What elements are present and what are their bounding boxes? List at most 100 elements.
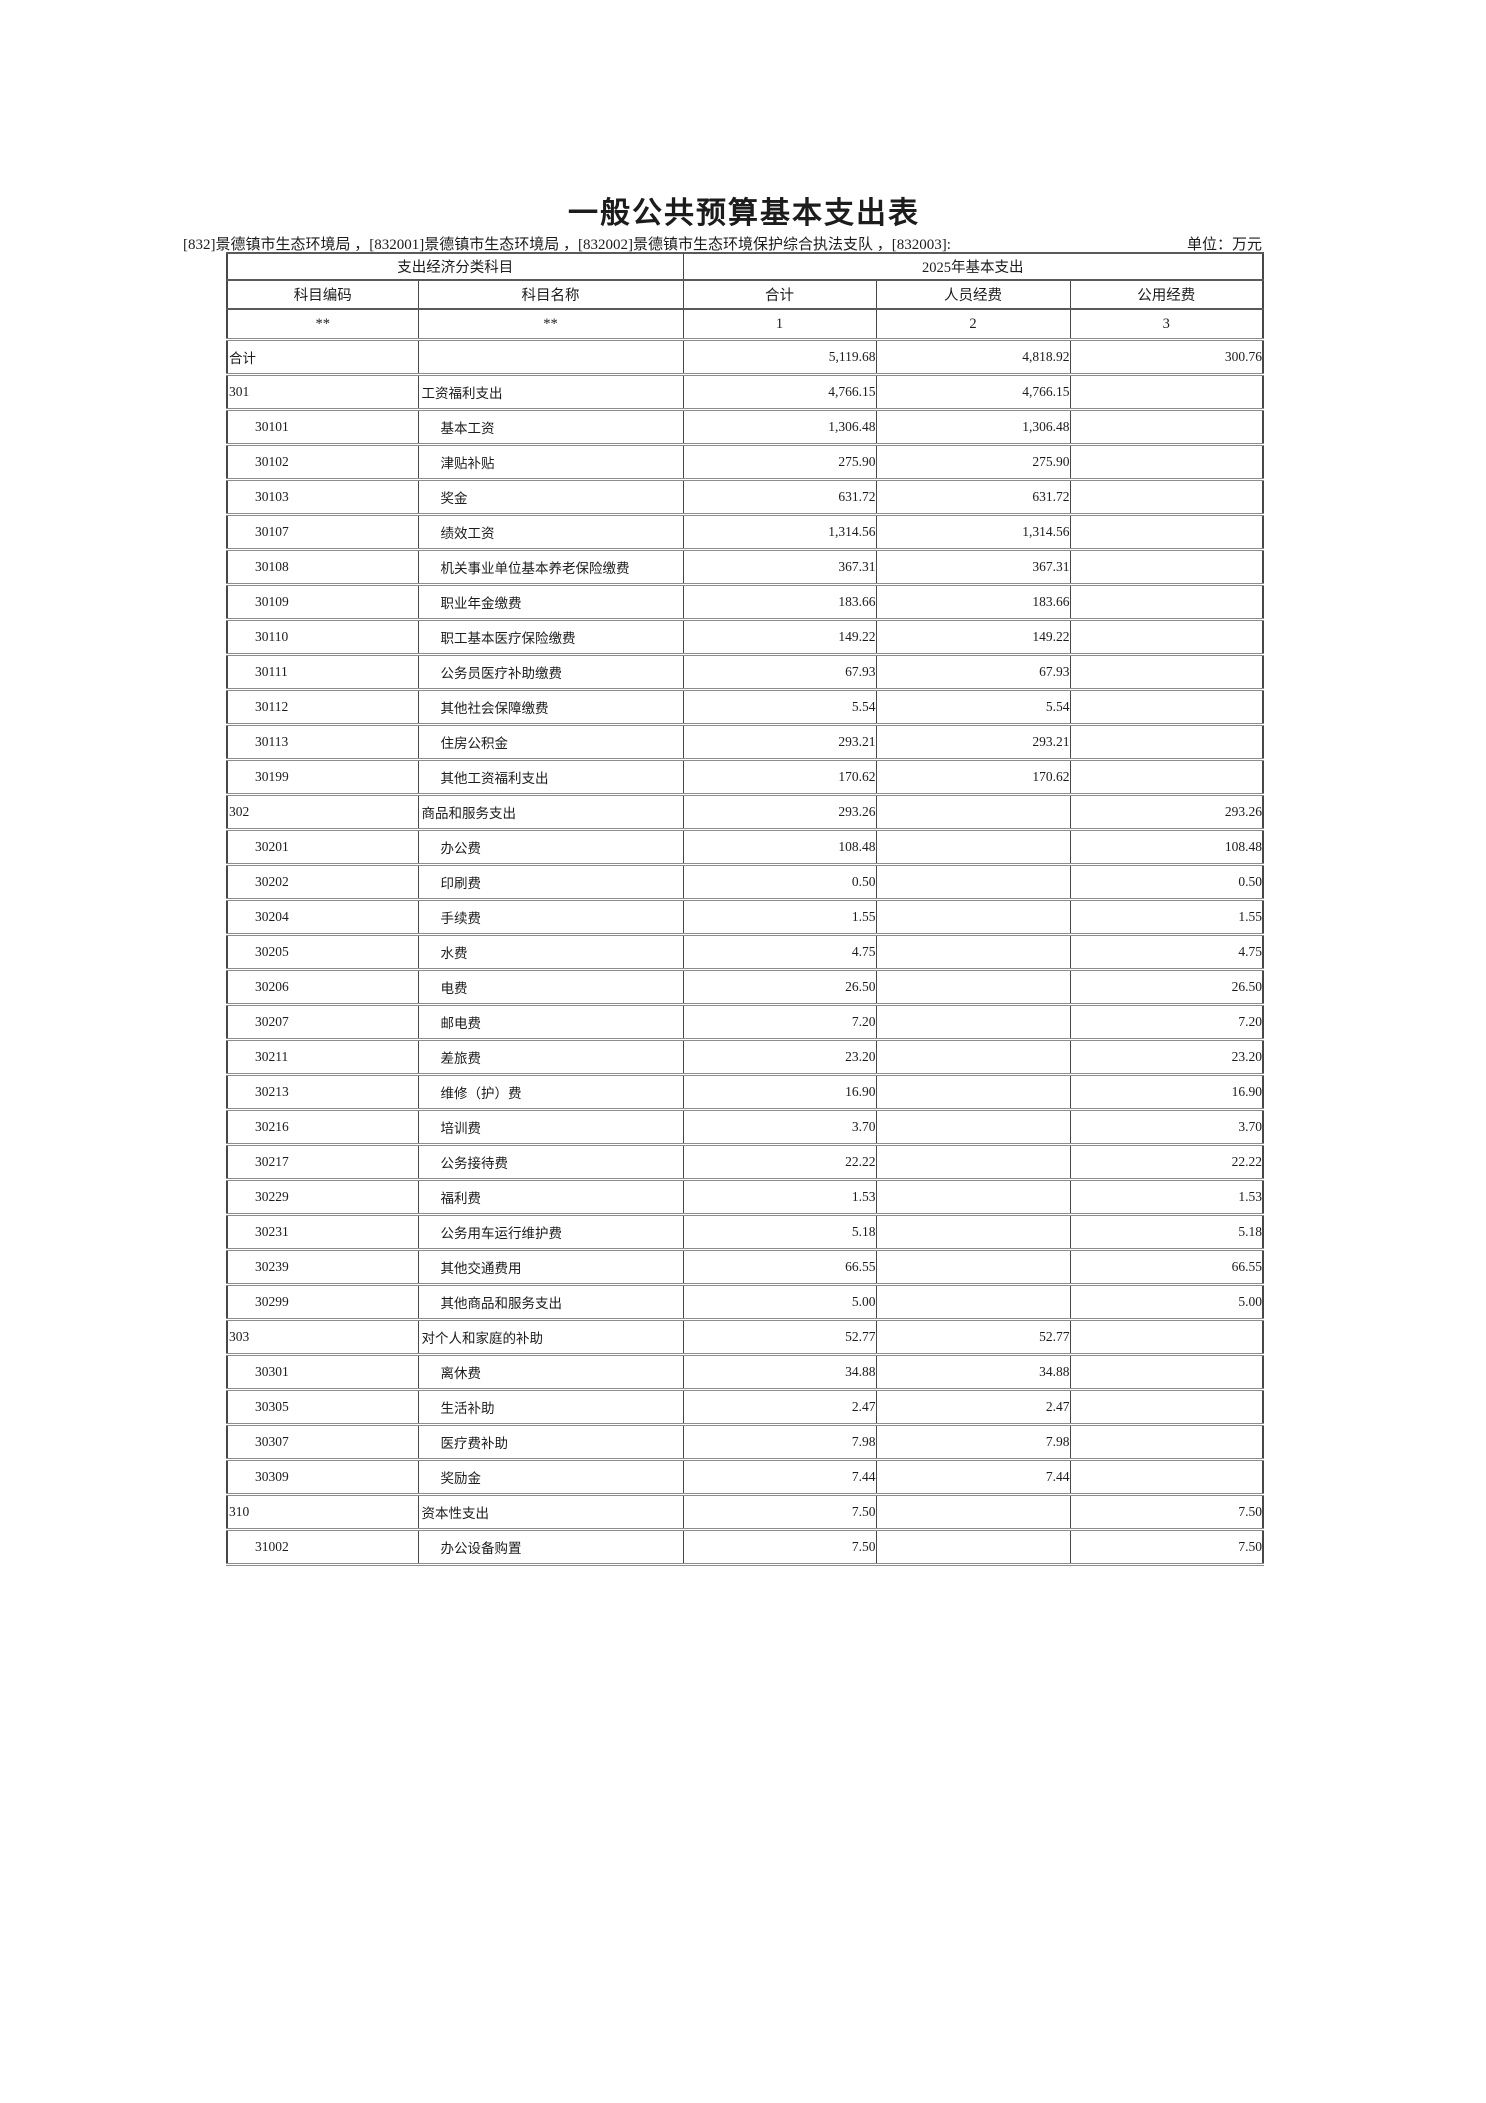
- table-row: 310 资本性支出 7.50 7.50: [226, 1493, 1264, 1531]
- table-row: 31002 办公设备购置 7.50 7.50: [226, 1528, 1264, 1566]
- personnel-value-cell: 67.93: [875, 653, 1071, 691]
- subject-name-cell: 其他商品和服务支出: [417, 1283, 684, 1321]
- col-header-name: 科目名称: [417, 279, 684, 310]
- total-value-cell: 23.20: [682, 1038, 877, 1076]
- personnel-value-cell: 1,314.56: [875, 513, 1071, 551]
- subject-code-cell: 30305: [226, 1388, 419, 1426]
- subject-name-cell: 生活补助: [417, 1388, 684, 1426]
- subject-code-cell: 31002: [226, 1528, 419, 1566]
- personnel-value-cell: 293.21: [875, 723, 1071, 761]
- table-row: 30110 职工基本医疗保险缴费 149.22 149.22: [226, 618, 1264, 656]
- public-value-cell: [1069, 653, 1264, 691]
- total-value-cell: 0.50: [682, 863, 877, 901]
- public-value-cell: [1069, 408, 1264, 446]
- personnel-value-cell: [875, 898, 1071, 936]
- subject-code-cell: 30307: [226, 1423, 419, 1461]
- subject-code-cell: 30213: [226, 1073, 419, 1111]
- subject-code-cell: 30216: [226, 1108, 419, 1146]
- personnel-value-cell: [875, 1283, 1071, 1321]
- subject-name-cell: 公务用车运行维护费: [417, 1213, 684, 1251]
- personnel-value-cell: 149.22: [875, 618, 1071, 656]
- table-row: 30217 公务接待费 22.22 22.22: [226, 1143, 1264, 1181]
- total-value-cell: 275.90: [682, 443, 877, 481]
- total-value-cell: 293.21: [682, 723, 877, 761]
- subject-name-cell: [417, 338, 684, 376]
- subject-code-cell: 30110: [226, 618, 419, 656]
- public-value-cell: [1069, 1353, 1264, 1391]
- personnel-value-cell: 34.88: [875, 1353, 1071, 1391]
- public-value-cell: 108.48: [1069, 828, 1264, 866]
- subject-code-cell: 30301: [226, 1353, 419, 1391]
- subject-code-cell: 合计: [226, 338, 419, 376]
- public-value-cell: 1.53: [1069, 1178, 1264, 1216]
- table-row: 30201 办公费 108.48 108.48: [226, 828, 1264, 866]
- table-header: 支出经济分类科目 2025年基本支出 科目编码 科目名称 合计 人员经费 公用经…: [226, 252, 1264, 341]
- subject-code-cell: 303: [226, 1318, 419, 1356]
- personnel-value-cell: 170.62: [875, 758, 1071, 796]
- table-row: 30205 水费 4.75 4.75: [226, 933, 1264, 971]
- subject-code-cell: 30202: [226, 863, 419, 901]
- public-value-cell: [1069, 548, 1264, 586]
- subject-name-cell: 培训费: [417, 1108, 684, 1146]
- subject-code-cell: 30299: [226, 1283, 419, 1321]
- subtitle-bar: [832]景德镇市生态环境局 ，[832001]景德镇市生态环境局 ，[8320…: [183, 233, 1262, 254]
- subject-code-cell: 30101: [226, 408, 419, 446]
- public-value-cell: 16.90: [1069, 1073, 1264, 1111]
- subject-code-cell: 30207: [226, 1003, 419, 1041]
- subject-name-cell: 商品和服务支出: [417, 793, 684, 831]
- subject-name-cell: 公务员医疗补助缴费: [417, 653, 684, 691]
- personnel-value-cell: [875, 1493, 1071, 1531]
- total-value-cell: 631.72: [682, 478, 877, 516]
- table-row: 30307 医疗费补助 7.98 7.98: [226, 1423, 1264, 1461]
- subject-name-cell: 办公设备购置: [417, 1528, 684, 1566]
- subject-code-cell: 30107: [226, 513, 419, 551]
- col-header-total: 合计: [682, 279, 877, 310]
- personnel-value-cell: [875, 1248, 1071, 1286]
- subject-code-cell: 30229: [226, 1178, 419, 1216]
- personnel-value-cell: 7.44: [875, 1458, 1071, 1496]
- subject-name-cell: 住房公积金: [417, 723, 684, 761]
- subject-name-cell: 医疗费补助: [417, 1423, 684, 1461]
- subject-code-cell: 30111: [226, 653, 419, 691]
- table-row: 302 商品和服务支出 293.26 293.26: [226, 793, 1264, 831]
- table-row: 30301 离休费 34.88 34.88: [226, 1353, 1264, 1391]
- personnel-value-cell: [875, 933, 1071, 971]
- personnel-value-cell: 2.47: [875, 1388, 1071, 1426]
- public-value-cell: [1069, 373, 1264, 411]
- subject-name-cell: 其他社会保障缴费: [417, 688, 684, 726]
- col-key-personnel: 2: [875, 308, 1071, 341]
- subject-code-cell: 30103: [226, 478, 419, 516]
- personnel-value-cell: 4,818.92: [875, 338, 1071, 376]
- public-value-cell: [1069, 1388, 1264, 1426]
- personnel-value-cell: [875, 1003, 1071, 1041]
- total-value-cell: 367.31: [682, 548, 877, 586]
- subject-code-cell: 30204: [226, 898, 419, 936]
- total-value-cell: 1.55: [682, 898, 877, 936]
- subject-name-cell: 离休费: [417, 1353, 684, 1391]
- group-header-classification: 支出经济分类科目: [226, 252, 684, 281]
- subject-name-cell: 福利费: [417, 1178, 684, 1216]
- table-row: 30299 其他商品和服务支出 5.00 5.00: [226, 1283, 1264, 1321]
- subject-name-cell: 职工基本医疗保险缴费: [417, 618, 684, 656]
- public-value-cell: 66.55: [1069, 1248, 1264, 1286]
- personnel-value-cell: [875, 1108, 1071, 1146]
- table-row: 30111 公务员医疗补助缴费 67.93 67.93: [226, 653, 1264, 691]
- subject-name-cell: 绩效工资: [417, 513, 684, 551]
- col-header-personnel: 人员经费: [875, 279, 1071, 310]
- public-value-cell: 0.50: [1069, 863, 1264, 901]
- total-value-cell: 7.20: [682, 1003, 877, 1041]
- subject-name-cell: 职业年金缴费: [417, 583, 684, 621]
- public-value-cell: [1069, 478, 1264, 516]
- total-value-cell: 1,314.56: [682, 513, 877, 551]
- public-value-cell: [1069, 513, 1264, 551]
- agency-line: [832]景德镇市生态环境局 ，[832001]景德镇市生态环境局 ，[8320…: [183, 237, 951, 253]
- total-value-cell: 293.26: [682, 793, 877, 831]
- total-value-cell: 5,119.68: [682, 338, 877, 376]
- subject-name-cell: 电费: [417, 968, 684, 1006]
- subject-name-cell: 资本性支出: [417, 1493, 684, 1531]
- table-row: 合计 5,119.68 4,818.92 300.76: [226, 338, 1264, 376]
- table-row: 30113 住房公积金 293.21 293.21: [226, 723, 1264, 761]
- table-row: 30107 绩效工资 1,314.56 1,314.56: [226, 513, 1264, 551]
- personnel-value-cell: [875, 1528, 1071, 1566]
